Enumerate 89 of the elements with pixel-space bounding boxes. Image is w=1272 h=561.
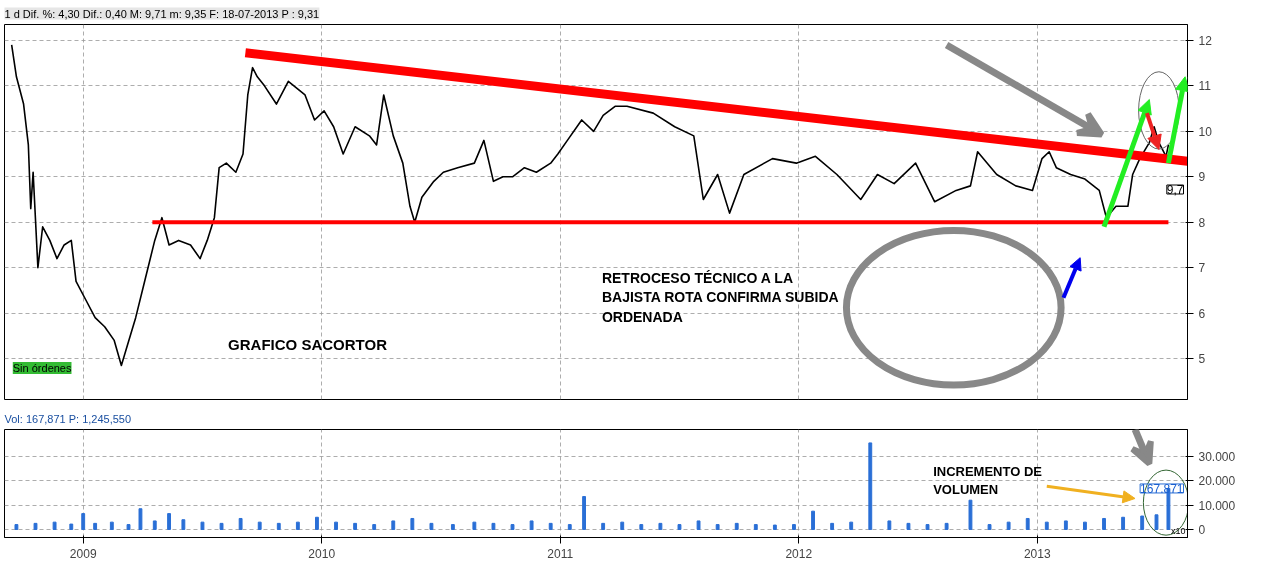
bar [472, 521, 477, 530]
bar [1083, 521, 1087, 530]
bar [1140, 515, 1145, 530]
bar [219, 522, 224, 530]
bar [906, 522, 911, 530]
bar [429, 522, 434, 530]
bar [315, 516, 319, 530]
bar [181, 519, 186, 530]
bar [639, 524, 644, 530]
bar [410, 517, 415, 530]
bar [849, 521, 854, 530]
bar [391, 520, 396, 530]
bar [334, 521, 338, 530]
y-tick-label: 7 [1198, 261, 1206, 276]
bar [52, 521, 57, 530]
x-tick-label: 2013 [1023, 546, 1051, 561]
bar [1102, 517, 1106, 530]
x-tick-label: 2012 [785, 546, 813, 561]
bar [987, 524, 992, 530]
annotation: 9,7 [1166, 183, 1184, 197]
y-tick-label: 8 [1198, 215, 1206, 230]
bar [792, 524, 796, 530]
bar [238, 517, 243, 530]
bar [109, 521, 114, 530]
y-tick-label: 6 [1198, 306, 1206, 321]
bar [81, 513, 86, 530]
bar [152, 520, 157, 530]
bar [167, 513, 171, 530]
bar [491, 522, 496, 530]
bar [33, 522, 38, 530]
bar [14, 524, 19, 530]
bar [601, 522, 606, 530]
bar [1025, 517, 1030, 530]
bar [734, 522, 739, 530]
bar [372, 524, 377, 530]
bar [529, 520, 534, 530]
bar [1121, 516, 1126, 530]
annotation: GRAFICO SACORTOR [228, 335, 388, 353]
bar [1044, 521, 1049, 530]
bar [1006, 521, 1011, 530]
bar [548, 522, 553, 530]
y-tick-label: 10.000 [1198, 498, 1236, 513]
annotation: INCREMENTO DE VOLUMEN [933, 464, 1043, 498]
bar [968, 499, 973, 530]
annotation: Sin órdenes [12, 362, 72, 374]
annotation: RETROCESO TÉCNICO A LA BAJISTA ROTA CONFIRMA SUBIDA ORDENADA [601, 270, 839, 325]
y-tick-label: 0 [1198, 522, 1206, 537]
annotation: x10 [1170, 525, 1186, 536]
y-tick-label: 5 [1198, 352, 1206, 367]
y-tick-label: 10 [1198, 124, 1213, 139]
x-tick-label: 2009 [69, 546, 97, 561]
bar [887, 520, 892, 530]
bar [295, 521, 300, 530]
bar [620, 521, 625, 530]
x-tick-label: 2011 [547, 546, 574, 561]
bar [93, 522, 98, 530]
bar [925, 524, 930, 530]
bar [510, 524, 515, 530]
bar [200, 521, 205, 530]
bar [658, 522, 663, 530]
annotation: 167.871 [1140, 481, 1184, 496]
y-tick-label: 12 [1198, 33, 1213, 48]
bar [715, 524, 720, 530]
bar [868, 442, 873, 530]
bar [582, 496, 587, 530]
bar [772, 524, 777, 530]
x-tick-label: 2010 [308, 546, 336, 561]
y-tick-label: 9 [1198, 170, 1206, 185]
bar [830, 522, 835, 530]
y-tick-label: 20.000 [1198, 474, 1236, 489]
y-tick-label: 30.000 [1198, 449, 1236, 464]
y-tick-label: 11 [1198, 79, 1212, 94]
bar [677, 524, 682, 530]
bar [1063, 520, 1068, 530]
bar [696, 520, 701, 530]
bar [257, 521, 262, 530]
bar [353, 522, 358, 530]
bar [567, 524, 572, 530]
bar [138, 508, 143, 530]
bar [126, 524, 131, 530]
bar [450, 524, 455, 530]
bar [944, 522, 949, 530]
bar [811, 510, 815, 530]
chart-title: 1 d Dif. %: 4,30 Dif.: 0,40 M: 9,71 m: 9,35 F: 18-07-2013 P : 9,31 [4, 7, 320, 20]
bar [69, 523, 74, 530]
bar [276, 522, 281, 530]
bar [753, 524, 758, 530]
chart-subtitle: Vol: 167,871 P: 1,245,550 [4, 412, 132, 425]
bar [1154, 514, 1159, 530]
